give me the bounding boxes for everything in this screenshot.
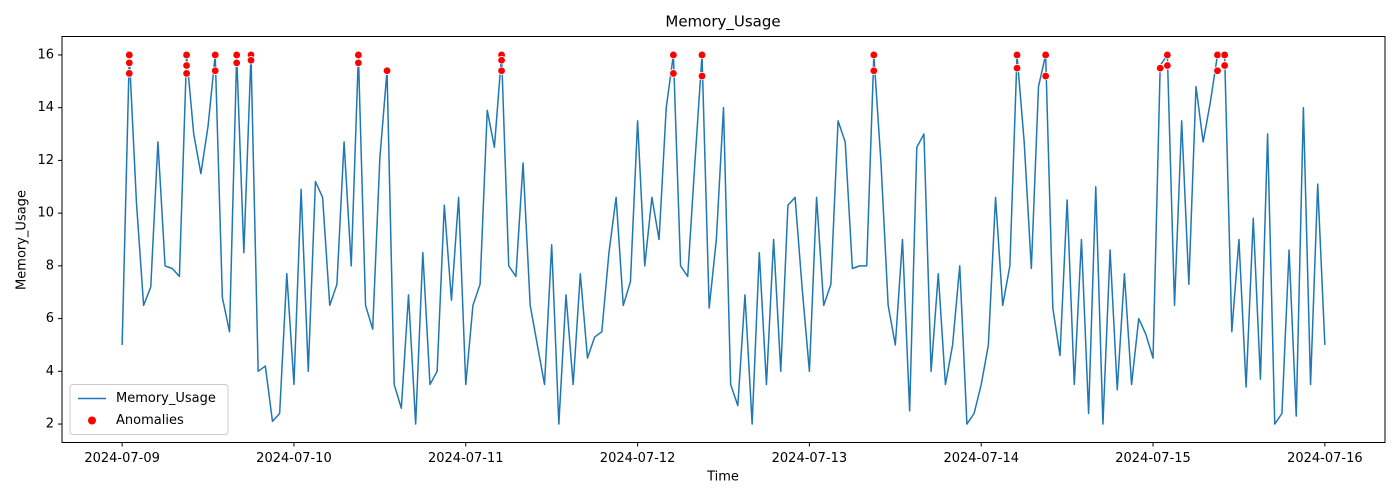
anomaly-point: [211, 66, 220, 75]
y-tick-label: 14: [37, 100, 54, 115]
x-tick-label: 2024-07-14: [943, 451, 1019, 466]
legend-label: Memory_Usage: [116, 391, 216, 406]
anomaly-point: [697, 50, 707, 60]
legend-marker: [88, 416, 96, 425]
y-tick-label: 6: [46, 311, 54, 326]
anomaly-point: [669, 69, 678, 78]
x-tick-label: 2024-07-09: [84, 451, 160, 466]
y-tick-label: 10: [37, 206, 54, 221]
plot-frame: [61, 36, 1386, 443]
chart-title: Memory_Usage: [665, 13, 780, 32]
anomaly-point: [232, 58, 241, 68]
y-tick-label: 2: [46, 417, 54, 432]
anomaly-point: [1156, 63, 1165, 73]
anomaly-point: [1220, 50, 1229, 60]
anomaly-point: [1012, 63, 1022, 73]
anomaly-point: [1012, 50, 1022, 60]
anomaly-point: [497, 66, 506, 75]
anomaly-point: [669, 50, 678, 60]
anomaly-point: [246, 56, 256, 65]
x-tick-label: 2024-07-15: [1115, 451, 1191, 466]
anomaly-point: [1220, 61, 1229, 70]
y-tick-label: 16: [37, 47, 54, 62]
x-axis-label: Time: [706, 470, 739, 485]
anomaly-point: [1163, 50, 1172, 60]
anomaly-point: [182, 50, 191, 60]
x-tick-label: 2024-07-16: [1287, 451, 1363, 466]
anomaly-point: [1041, 50, 1050, 60]
anomaly-point: [125, 69, 134, 78]
anomaly-point: [211, 50, 220, 60]
anomaly-point: [697, 71, 707, 81]
x-tick-label: 2024-07-10: [256, 451, 332, 466]
anomaly-point: [869, 50, 879, 60]
anomaly-point: [125, 58, 134, 68]
anomaly-point: [1213, 50, 1222, 60]
anomaly-point: [232, 50, 241, 60]
anomaly-point: [182, 69, 191, 78]
legend-label: Anomalies: [116, 413, 184, 428]
y-axis-label: Memory_Usage: [15, 190, 30, 290]
line-series: [121, 54, 1326, 425]
x-tick-label: 2024-07-12: [600, 451, 676, 466]
anomaly-point: [354, 50, 363, 60]
legend-box: [69, 384, 229, 435]
anomaly-point: [869, 66, 879, 75]
anomaly-point: [1163, 61, 1172, 70]
y-tick-label: 4: [46, 364, 54, 379]
anomaly-point: [1213, 66, 1222, 75]
y-tick-label: 8: [46, 258, 54, 273]
anomaly-point: [354, 58, 363, 68]
anomaly-point: [497, 56, 506, 65]
x-tick-label: 2024-07-13: [772, 451, 848, 466]
anomaly-point: [1041, 71, 1050, 81]
anomaly-point: [182, 61, 191, 70]
anomaly-point: [125, 50, 134, 60]
anomaly-point: [382, 66, 392, 75]
x-tick-label: 2024-07-11: [428, 451, 504, 466]
y-tick-label: 12: [37, 153, 54, 168]
